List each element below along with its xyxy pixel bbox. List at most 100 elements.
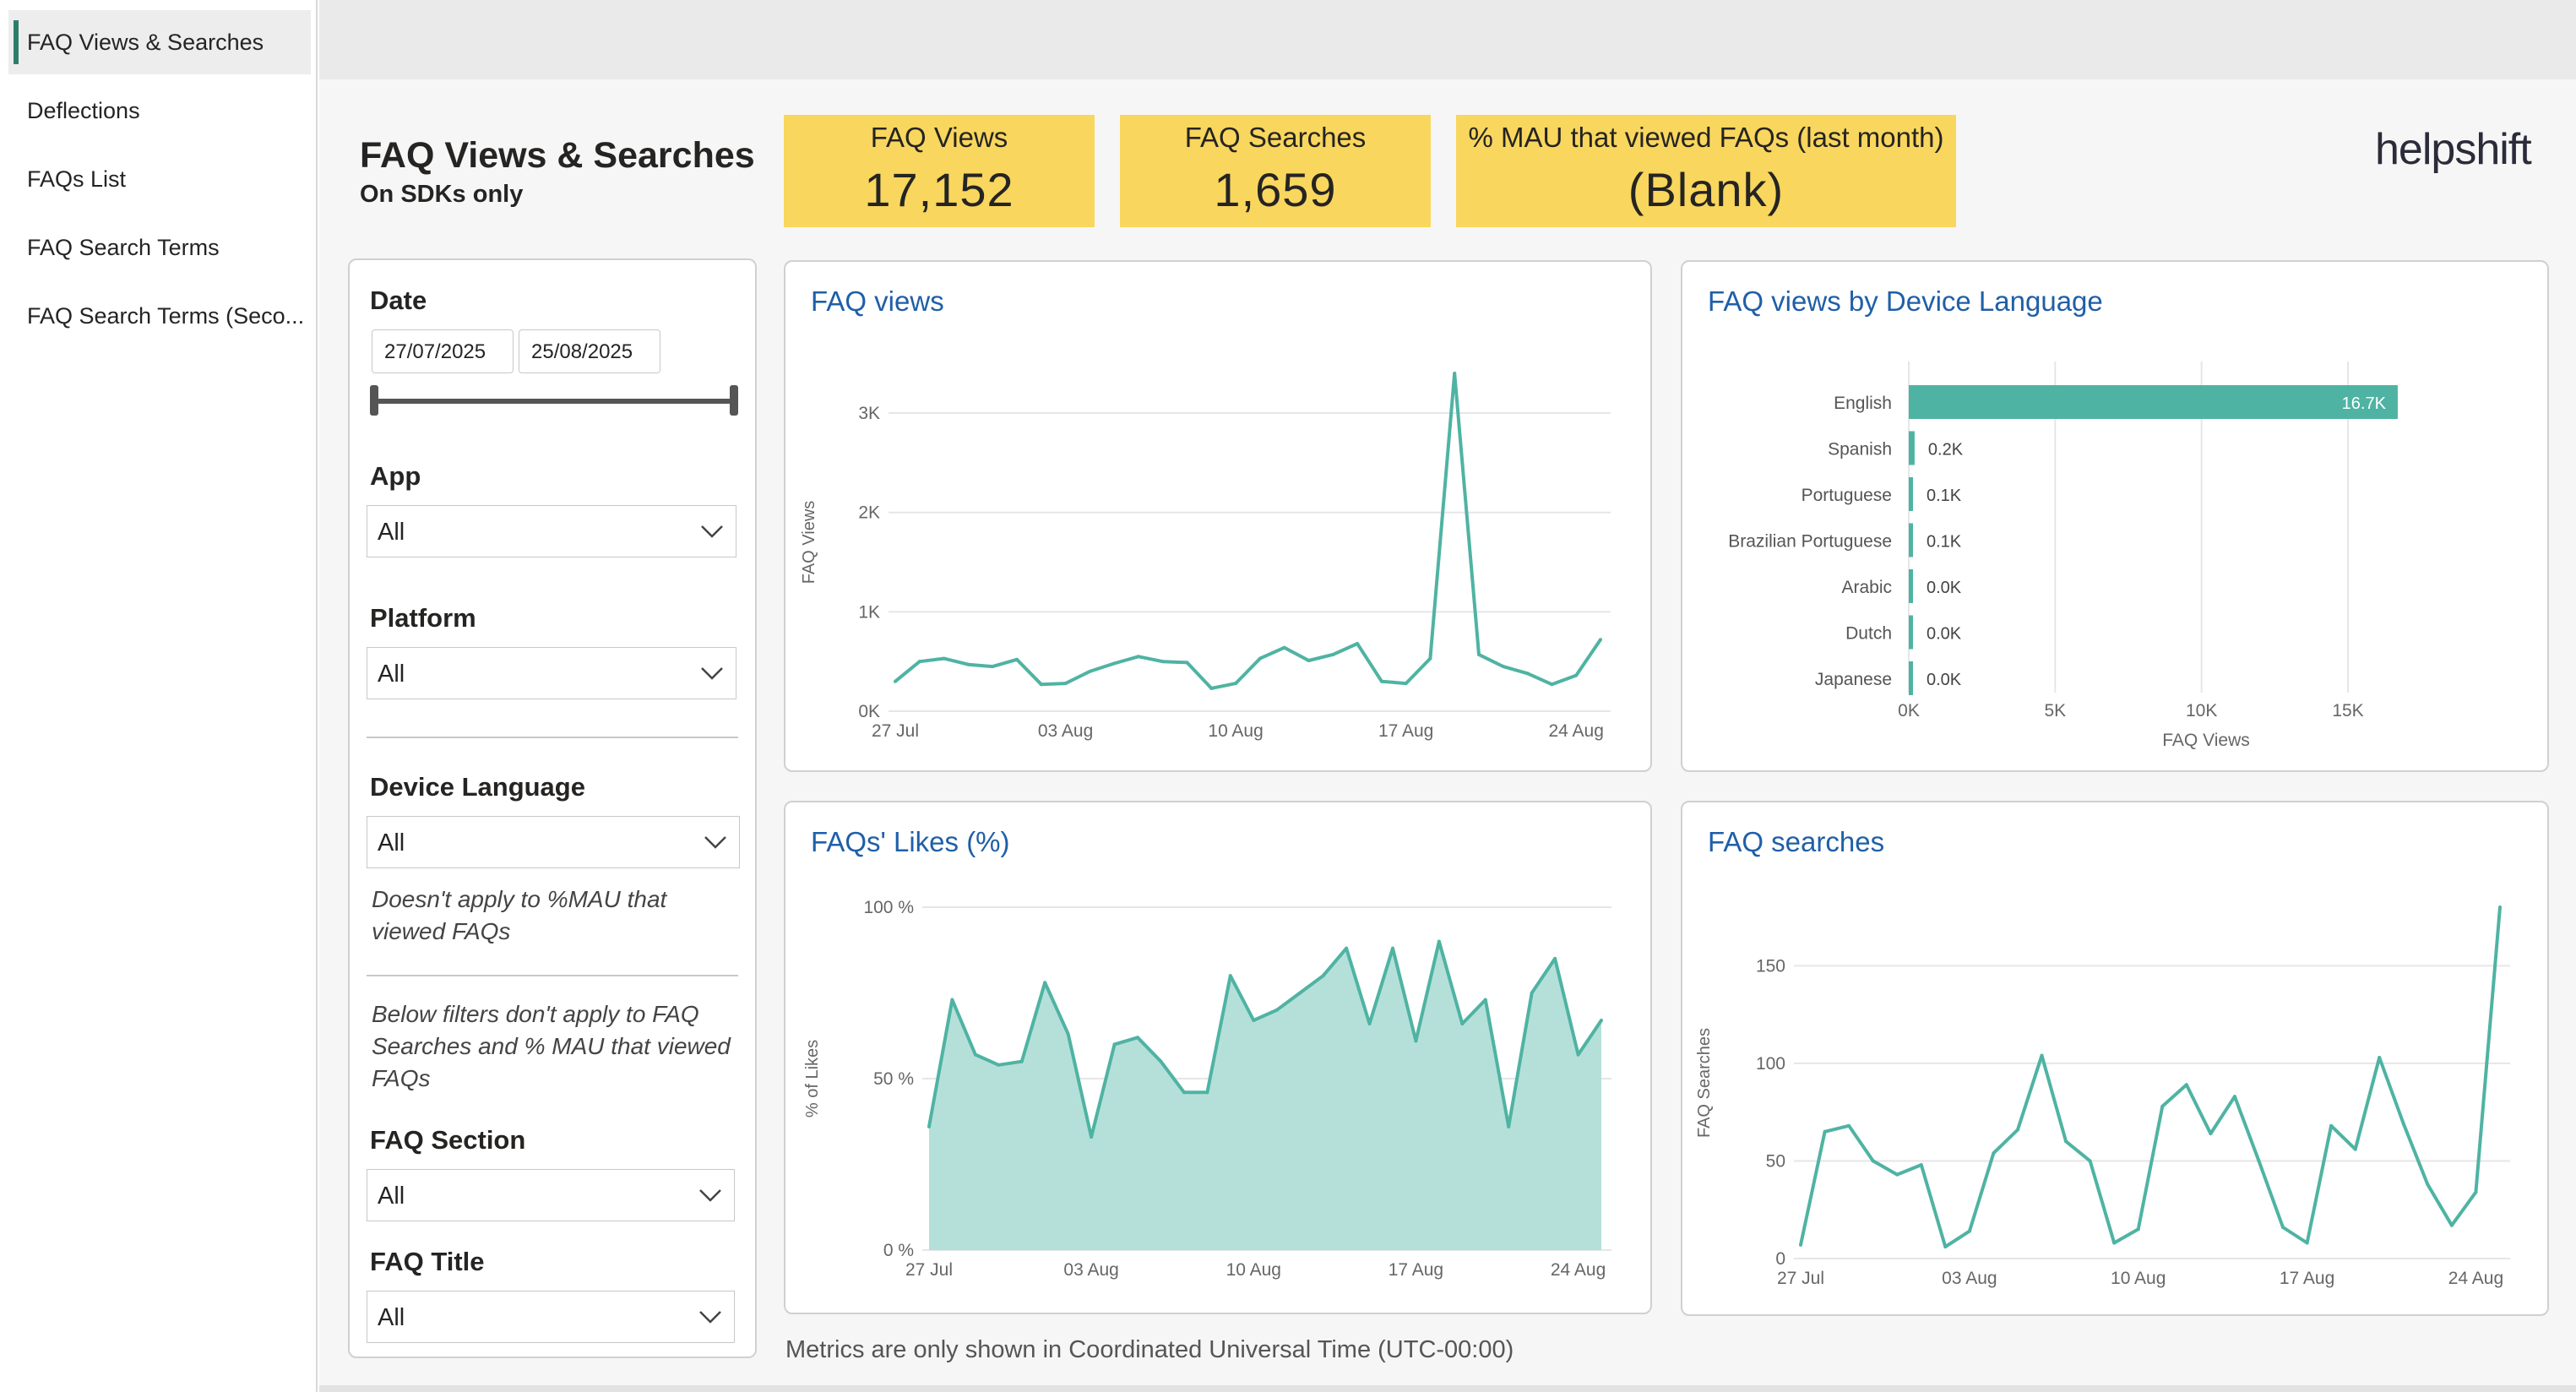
data-point xyxy=(1209,686,1214,690)
date-range-slider[interactable] xyxy=(375,399,733,404)
data-point xyxy=(1205,1090,1209,1095)
device-language-filter-label: Device Language xyxy=(370,772,585,802)
page-navigation: FAQ Views & Searches Deflections FAQs Li… xyxy=(0,0,318,1392)
faq-likes-chart-title: FAQs' Likes (%) xyxy=(811,826,1010,857)
x-tick-label: 03 Aug xyxy=(1942,1269,1997,1288)
faq-title-dropdown[interactable]: All xyxy=(367,1291,735,1343)
kpi-label: % MAU that viewed FAQs (last month) xyxy=(1468,122,1944,153)
faq-searches-chart-title: FAQ searches xyxy=(1708,826,1885,857)
category-label: Portuguese xyxy=(1802,486,1892,505)
y-tick-label: 50 % xyxy=(873,1069,914,1089)
y-axis-label: FAQ Views xyxy=(800,501,818,585)
filter-divider xyxy=(367,975,738,976)
filters-scope-note: Below filters don't apply to FAQ Searche… xyxy=(372,1001,731,1091)
y-axis-label: % of Likes xyxy=(803,1040,822,1117)
data-point xyxy=(1437,939,1441,943)
data-point xyxy=(1136,1036,1140,1040)
x-tick-label: 03 Aug xyxy=(1063,1260,1118,1280)
date-start-input[interactable]: 27/07/2025 xyxy=(372,329,514,373)
helpshift-logo: helpshift xyxy=(2375,125,2533,174)
data-label: 0.0K xyxy=(1927,671,1962,689)
data-point xyxy=(927,1124,931,1128)
y-tick-label: 0K xyxy=(858,702,880,721)
data-point xyxy=(1367,1022,1372,1026)
x-tick-label: 17 Aug xyxy=(1378,721,1433,741)
x-tick-label: 0K xyxy=(1898,701,1920,720)
data-point xyxy=(1159,1059,1163,1063)
app-filter-label: App xyxy=(370,461,421,491)
area-fill xyxy=(929,941,1601,1250)
data-point xyxy=(1234,682,1238,686)
data-label: 0.0K xyxy=(1927,579,1962,597)
data-point xyxy=(1252,1018,1256,1022)
data-point xyxy=(1477,652,1481,656)
date-end-input[interactable]: 25/08/2025 xyxy=(519,329,660,373)
date-slider-end-handle[interactable] xyxy=(730,385,738,416)
y-tick-label: 1K xyxy=(858,602,880,622)
data-point xyxy=(1307,659,1311,662)
data-point xyxy=(2474,1190,2478,1194)
x-tick-label: 10 Aug xyxy=(1208,721,1263,741)
kpi-card-faq-views: FAQ Views 17,152 xyxy=(784,115,1095,227)
data-point xyxy=(1112,661,1117,666)
x-tick-label: 15K xyxy=(2332,701,2363,720)
data-point xyxy=(2232,1095,2236,1099)
nav-item-deflections[interactable]: Deflections xyxy=(27,98,140,123)
data-point xyxy=(997,1063,1001,1067)
timezone-note: Metrics are only shown in Coordinated Un… xyxy=(785,1336,1514,1363)
category-label: Japanese xyxy=(1815,670,1892,689)
nav-item-faq-search-terms[interactable]: FAQ Search Terms xyxy=(27,235,220,260)
data-point xyxy=(2378,1055,2382,1059)
data-point xyxy=(1501,665,1505,669)
x-tick-label: 27 Jul xyxy=(872,721,919,741)
device-language-dropdown-value: All xyxy=(378,829,405,856)
data-point xyxy=(1258,656,1262,661)
faq-views-chart-title: FAQ views xyxy=(811,285,944,317)
faq-section-dropdown-value: All xyxy=(378,1183,405,1210)
nav-item-faq-search-terms-secondary[interactable]: FAQ Search Terms (Seco... xyxy=(27,303,305,329)
data-point xyxy=(1014,657,1019,661)
bar xyxy=(1909,477,1913,511)
data-point xyxy=(950,998,954,1002)
y-tick-label: 2K xyxy=(858,503,880,523)
device-language-dropdown[interactable]: All xyxy=(367,816,740,868)
data-point xyxy=(966,662,970,666)
app-dropdown[interactable]: All xyxy=(367,505,736,557)
faq-searches-card: FAQ searches 0 50 100 150 27 Jul 03 Aug 10 Aug… xyxy=(1681,801,2549,1316)
y-tick-label: 0 % xyxy=(883,1241,914,1260)
data-point xyxy=(1090,1135,1094,1139)
nav-item-faqs-list[interactable]: FAQs List xyxy=(27,166,127,192)
nav-item-faq-views-searches[interactable]: FAQ Views & Searches xyxy=(8,10,311,74)
data-point xyxy=(1039,682,1043,687)
data-point xyxy=(2015,1128,2019,1132)
category-label: English xyxy=(1834,394,1892,413)
bar xyxy=(1909,615,1913,650)
data-point xyxy=(1507,1124,1511,1128)
x-tick-label: 5K xyxy=(2044,701,2066,720)
data-point xyxy=(991,665,995,669)
faq-title-dropdown-value: All xyxy=(378,1304,405,1331)
x-tick-label: 24 Aug xyxy=(2448,1269,2503,1288)
y-tick-label: 100 xyxy=(1756,1054,1785,1074)
faq-section-filter-label: FAQ Section xyxy=(370,1125,526,1155)
x-tick-label: 17 Aug xyxy=(1389,1260,1443,1280)
data-point xyxy=(894,679,897,683)
data-point xyxy=(1483,998,1487,1002)
date-slider-start-handle[interactable] xyxy=(370,385,378,416)
date-filter-label: Date xyxy=(370,285,427,315)
platform-dropdown[interactable]: All xyxy=(367,647,736,699)
data-point xyxy=(1043,981,1047,985)
data-point xyxy=(1185,661,1189,665)
data-point xyxy=(1414,1039,1418,1043)
category-label: Spanish xyxy=(1828,440,1892,459)
data-point xyxy=(2449,1223,2454,1227)
data-label: 16.7K xyxy=(2342,394,2387,413)
data-point xyxy=(1274,1008,1279,1012)
series-line xyxy=(894,372,1602,690)
faq-section-dropdown[interactable]: All xyxy=(367,1169,735,1221)
bar xyxy=(1909,661,1913,695)
data-point xyxy=(1404,682,1408,686)
data-point xyxy=(1823,1129,1827,1134)
x-tick-label: 27 Jul xyxy=(1777,1269,1824,1288)
data-point xyxy=(1895,1172,1899,1177)
